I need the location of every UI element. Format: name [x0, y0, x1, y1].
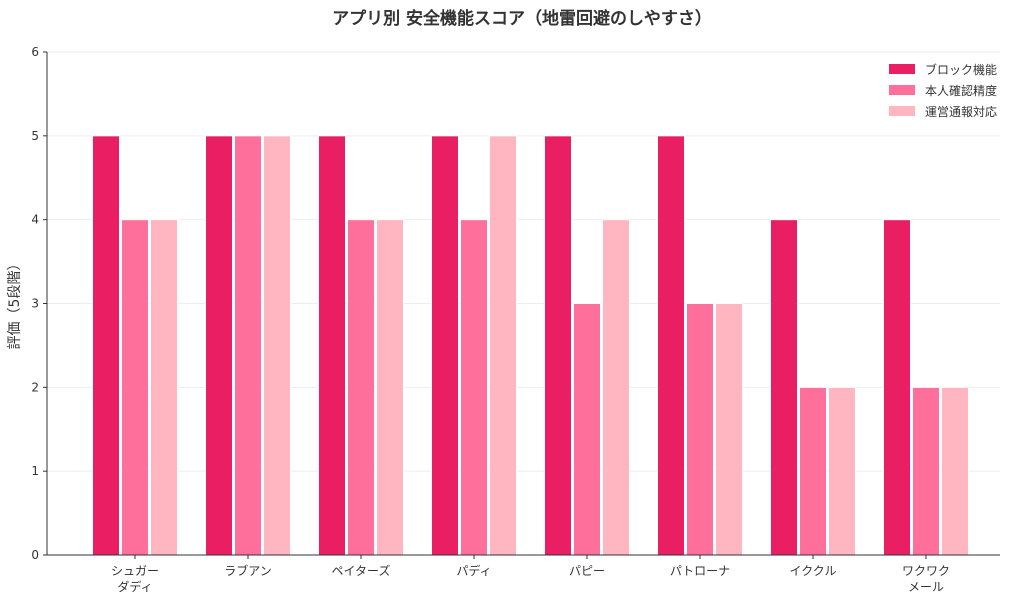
bar-3-6 [715, 303, 743, 556]
x-tick-label: ラブアン [224, 563, 272, 578]
bar-3-2 [263, 135, 291, 556]
y-tick-label: 6 [31, 45, 39, 59]
legend-swatch-1 [889, 64, 915, 74]
grid-layer [47, 51, 1000, 556]
bar-3-7 [828, 386, 856, 556]
bar-2-3 [347, 219, 375, 556]
bar-2-7 [799, 386, 827, 556]
bar-1-1 [92, 135, 120, 556]
bar-3-4 [489, 135, 517, 556]
bar-2-1 [121, 219, 149, 556]
bar-3-3 [376, 219, 404, 556]
bar-1-6 [657, 135, 685, 556]
chart-title: アプリ別 安全機能スコア（地雷回避のしやすさ） [332, 8, 712, 29]
x-tick-label: パピー [569, 564, 605, 578]
y-tick-label: 5 [31, 129, 39, 143]
bar-1-2 [205, 135, 233, 556]
bar-3-5 [602, 219, 630, 556]
bar-2-2 [234, 135, 262, 556]
bar-1-4 [431, 135, 459, 556]
legend-label-3: 運営通報対応 [925, 105, 997, 119]
y-tick-label: 1 [31, 464, 39, 478]
bar-2-4 [460, 219, 488, 556]
bar-2-8 [912, 386, 940, 556]
x-tick-label: イククル [790, 564, 837, 578]
bar-1-7 [770, 219, 798, 556]
y-tick-label: 2 [31, 380, 39, 394]
y-tick-label: 3 [31, 297, 39, 311]
x-tick-label: パトローナ [670, 564, 730, 578]
legend-swatch-3 [889, 106, 915, 116]
bar-3-8 [941, 386, 969, 556]
bar-3-1 [150, 219, 178, 556]
bar-1-8 [883, 219, 911, 556]
legend-swatch-2 [889, 85, 915, 95]
legend-label-2: 本人確認精度 [925, 83, 997, 98]
bar-1-5 [544, 135, 572, 556]
bars-layer [92, 135, 969, 556]
x-tick-label: ダディ [117, 579, 152, 594]
y-axis-label: 評価（5段階） [7, 257, 23, 350]
x-tick-label: メール [908, 580, 944, 594]
y-tick-label: 0 [31, 548, 39, 562]
legend-label-1: ブロック機能 [925, 62, 997, 77]
bar-2-6 [686, 303, 714, 556]
x-tick-label: ワクワク [902, 564, 950, 578]
x-tick-label: パディ [456, 563, 491, 578]
bar-2-5 [573, 303, 601, 556]
bar-1-3 [318, 135, 346, 556]
x-tick-label: シュガー [111, 564, 159, 578]
y-tick-label: 4 [31, 213, 39, 227]
x-tick-label: ペイターズ [332, 563, 391, 578]
